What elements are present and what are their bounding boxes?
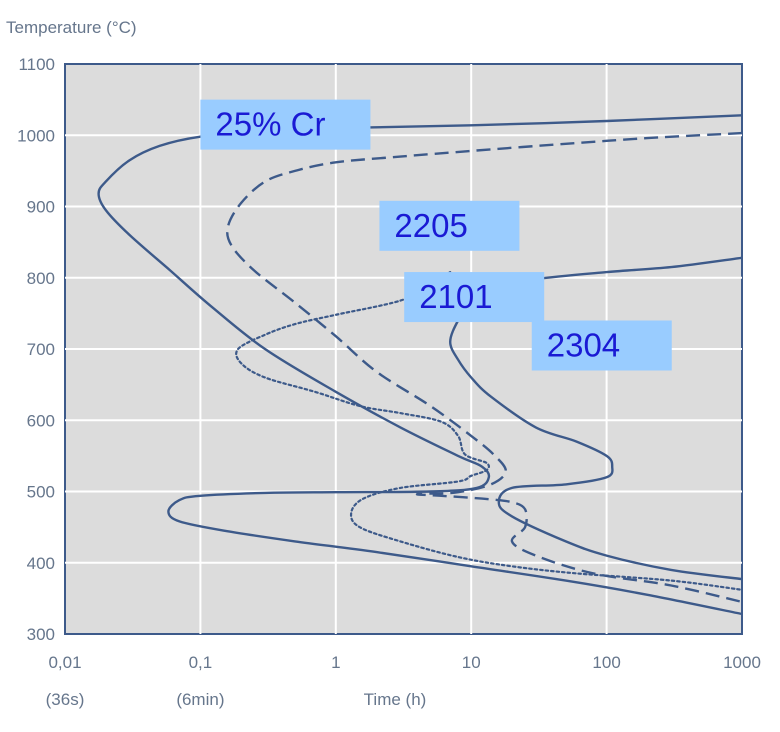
y-tick-label: 700 [27, 340, 55, 359]
x-tick-label: 0,1 [189, 653, 213, 672]
gridlines [65, 64, 742, 634]
x-tick-label: 1 [331, 653, 340, 672]
label-2101: 2101 [419, 278, 492, 315]
x-tick-label: 1000 [723, 653, 761, 672]
label-2304: 2304 [547, 327, 620, 364]
y-tick-labels: 300 400 500 600 700 800 900 1000 1100 [17, 55, 55, 644]
label-box-2205 [379, 200, 520, 251]
y-tick-label: 1100 [18, 55, 55, 74]
x-tick-label: 100 [592, 653, 620, 672]
y-tick-label: 900 [27, 198, 55, 217]
label-25-cr: 25% Cr [215, 106, 325, 143]
grade-labels: 25% Cr 2205 2101 2304 [200, 99, 672, 371]
y-tick-label: 500 [27, 483, 55, 502]
x-tick-label: 10 [462, 653, 481, 672]
y-tick-label: 800 [27, 269, 55, 288]
label-box-25-cr [200, 99, 371, 150]
x-tick-label: 0,01 [48, 653, 81, 672]
y-tick-label: 400 [27, 554, 55, 573]
label-box-2101 [404, 272, 545, 323]
y-tick-label: 300 [27, 625, 55, 644]
x-axis-title: Time (h) [364, 690, 427, 709]
y-tick-label: 1000 [17, 126, 55, 145]
label-box-2304 [531, 320, 672, 371]
y-tick-label: 600 [27, 411, 55, 430]
y-axis-title: Temperature (°C) [6, 18, 137, 37]
x-tick-labels: 0,01 (36s) 0,1 (6min) 1 10 100 1000 [46, 653, 761, 709]
x-tick-sublabel: (6min) [176, 690, 224, 709]
curve-2101 [235, 271, 744, 591]
label-2205: 2205 [394, 207, 467, 244]
x-tick-sublabel: (36s) [46, 690, 85, 709]
